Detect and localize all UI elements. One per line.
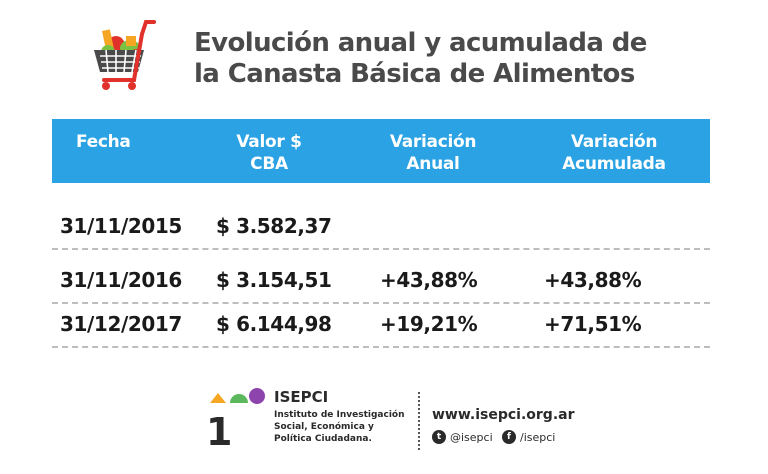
table-row: 31/11/2015 $ 3.582,37 bbox=[52, 204, 710, 250]
org-name: ISEPCI bbox=[274, 388, 329, 406]
twitter-handle[interactable]: t @isepci bbox=[432, 430, 493, 444]
website-link[interactable]: www.isepci.org.ar bbox=[432, 407, 575, 423]
cell-fecha: 31/11/2015 bbox=[60, 214, 182, 238]
title-line-1: Evolución anual y acumulada de bbox=[194, 28, 647, 58]
logo-digit: 1 bbox=[206, 410, 232, 447]
page-title: Evolución anual y acumulada de la Canast… bbox=[194, 28, 714, 90]
cell-valor: $ 3.582,37 bbox=[216, 214, 332, 238]
header-fecha: Fecha bbox=[76, 132, 131, 152]
org-description: Instituto de Investigación Social, Econó… bbox=[274, 410, 405, 444]
header-valor-cba: Valor $ CBA bbox=[236, 132, 302, 174]
cell-fecha: 31/11/2016 bbox=[60, 268, 182, 292]
twitter-icon: t bbox=[432, 430, 446, 444]
cell-fecha: 31/12/2017 bbox=[60, 312, 182, 336]
cell-variacion-anual: +19,21% bbox=[380, 312, 478, 336]
row-divider bbox=[52, 346, 710, 348]
title-line-2: la Canasta Básica de Alimentos bbox=[194, 59, 635, 89]
cell-valor: $ 6.144,98 bbox=[216, 312, 332, 336]
row-divider bbox=[52, 302, 710, 304]
table-row: 31/12/2017 $ 6.144,98 +19,21% +71,51% bbox=[52, 302, 710, 348]
table-row: 31/11/2016 $ 3.154,51 +43,88% +43,88% bbox=[52, 258, 710, 304]
isepci-logo: 1 bbox=[206, 388, 265, 447]
cell-variacion-acumulada: +71,51% bbox=[544, 312, 642, 336]
facebook-label: /isepci bbox=[520, 430, 556, 444]
cell-valor: $ 3.154,51 bbox=[216, 268, 332, 292]
header-variacion-anual: Variación Anual bbox=[389, 132, 477, 174]
twitter-label: @isepci bbox=[450, 430, 493, 444]
header-variacion-acumulada: Variación Acumulada bbox=[562, 132, 666, 174]
cell-variacion-acumulada: +43,88% bbox=[544, 268, 642, 292]
facebook-icon: f bbox=[502, 430, 516, 444]
cell-variacion-anual: +43,88% bbox=[380, 268, 478, 292]
shopping-cart-icon bbox=[94, 20, 156, 90]
facebook-handle[interactable]: f /isepci bbox=[502, 430, 555, 444]
table-header: Fecha Valor $ CBA Variación Anual Variac… bbox=[52, 119, 710, 183]
row-divider bbox=[52, 248, 710, 250]
footer-divider bbox=[418, 392, 420, 450]
organization-info: ISEPCI Instituto de Investigación Social… bbox=[274, 388, 414, 445]
